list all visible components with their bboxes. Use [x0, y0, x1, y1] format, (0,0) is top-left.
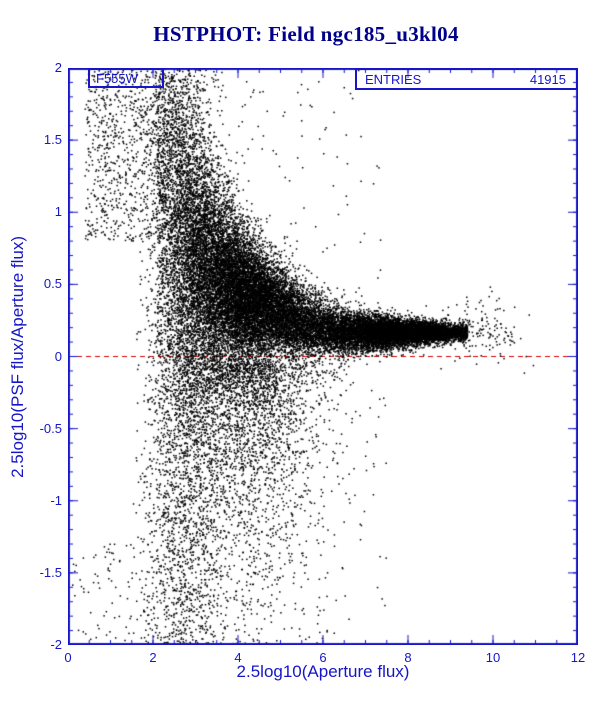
y-tick-label: -1.5 [39, 564, 62, 580]
x-axis-title: 2.5log10(Aperture flux) [236, 662, 410, 681]
x-tick-label: 12 [570, 650, 586, 665]
y-tick-label: -0.5 [39, 420, 62, 436]
y-tick-label: -1 [50, 492, 62, 508]
x-tick-label: 10 [485, 650, 501, 665]
stats-box: ENTRIES 41915 [355, 68, 578, 90]
y-axis-title: 2.5log10(PSF flux/Aperture flux) [8, 235, 27, 478]
filter-label: F555W [96, 70, 138, 86]
x-tick-label: 8 [404, 650, 412, 665]
entries-value: 41915 [529, 71, 566, 87]
y-tick-label: 1.5 [43, 132, 62, 148]
x-tick-label: 6 [319, 650, 327, 665]
x-tick-label: 2 [149, 650, 157, 665]
entries-label: ENTRIES [365, 71, 422, 87]
y-tick-label: 1 [54, 204, 62, 220]
x-tick-label: 4 [234, 650, 242, 665]
y-tick-label: 2 [54, 60, 62, 75]
y-axis-title-wrap: 2.5log10(PSF flux/Aperture flux) [6, 68, 30, 645]
scatter-plot-canvas [68, 68, 578, 645]
y-tick-label: -2 [50, 637, 62, 652]
filter-label-box: F555W [88, 68, 164, 88]
y-tick-label: 0 [54, 348, 62, 364]
page-title: HSTPHOT: Field ngc185_u3kl04 [153, 22, 459, 46]
y-tick-label: 0.5 [43, 276, 62, 292]
x-tick-label: 0 [64, 650, 72, 665]
